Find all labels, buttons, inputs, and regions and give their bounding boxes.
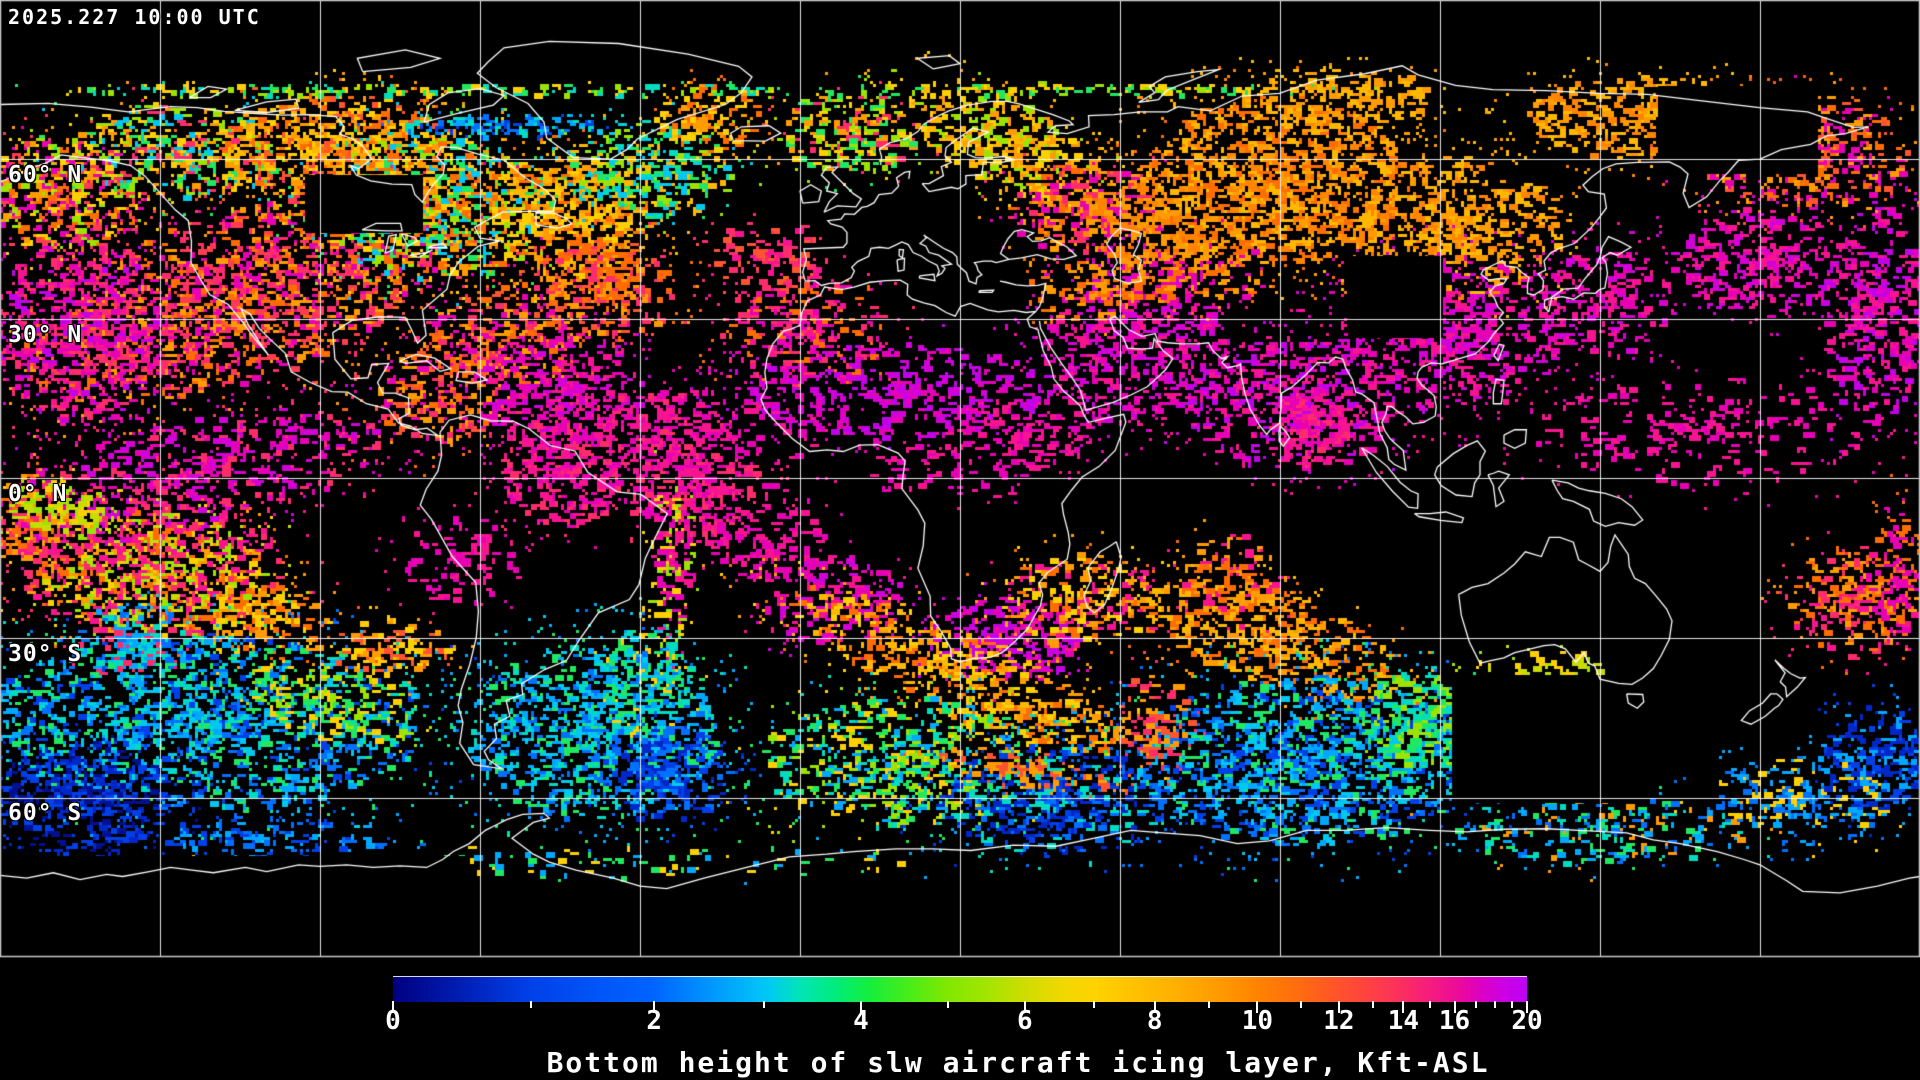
- colorbar-tick-label: 10: [1241, 1006, 1274, 1036]
- colorbar-tick: [860, 1001, 862, 1013]
- colorbar-tick: [1299, 1001, 1302, 1008]
- colorbar-title: Bottom height of slw aircraft icing laye…: [546, 1046, 1490, 1079]
- colorbar-tick: [1153, 1001, 1156, 1013]
- colorbar-tick-label: 6: [1017, 1006, 1033, 1036]
- colorbar-tick: [1337, 1001, 1340, 1013]
- colorbar-tick: [1256, 1001, 1259, 1013]
- colorbar-gradient: [393, 976, 1527, 1002]
- colorbar-tick: [1429, 1001, 1432, 1008]
- colorbar-tick-label: 4: [853, 1006, 869, 1036]
- timestamp-label: 2025.227 10:00 UTC: [8, 5, 261, 29]
- colorbar-tick: [1402, 1001, 1405, 1013]
- colorbar-tick-label: 16: [1438, 1006, 1471, 1036]
- latitude-label: 30° S: [8, 641, 83, 667]
- colorbar-tick: [1510, 1001, 1513, 1008]
- colorbar-tick: [946, 1001, 949, 1008]
- colorbar-tick: [762, 1001, 765, 1008]
- colorbar-tick: [530, 1001, 533, 1008]
- latitude-label: 30° N: [8, 322, 83, 348]
- world-map-canvas: [0, 0, 1920, 958]
- colorbar-tick-label: 2: [646, 1006, 662, 1036]
- colorbar-tick: [1372, 1001, 1374, 1008]
- colorbar-tick: [1023, 1001, 1026, 1013]
- colorbar-tick-label: 14: [1387, 1006, 1420, 1036]
- colorbar-tick-label: 12: [1323, 1006, 1355, 1036]
- latitude-label: 60° S: [8, 800, 83, 826]
- colorbar-tick-label: 0: [385, 1006, 401, 1036]
- colorbar-tick: [1526, 1001, 1528, 1013]
- colorbar-tick: [653, 1001, 656, 1013]
- colorbar-tick: [1474, 1001, 1477, 1008]
- colorbar-tick: [1494, 1001, 1497, 1008]
- colorbar-tick: [1092, 1001, 1095, 1008]
- colorbar-tick-label: 20: [1511, 1006, 1543, 1036]
- latitude-label: 60° N: [8, 162, 83, 188]
- colorbar-tick: [1453, 1001, 1456, 1013]
- colorbar-tick: [392, 1001, 394, 1013]
- latitude-label: 0° N: [8, 481, 68, 507]
- colorbar-tick-label: 8: [1146, 1006, 1163, 1036]
- colorbar-tick: [1208, 1001, 1211, 1008]
